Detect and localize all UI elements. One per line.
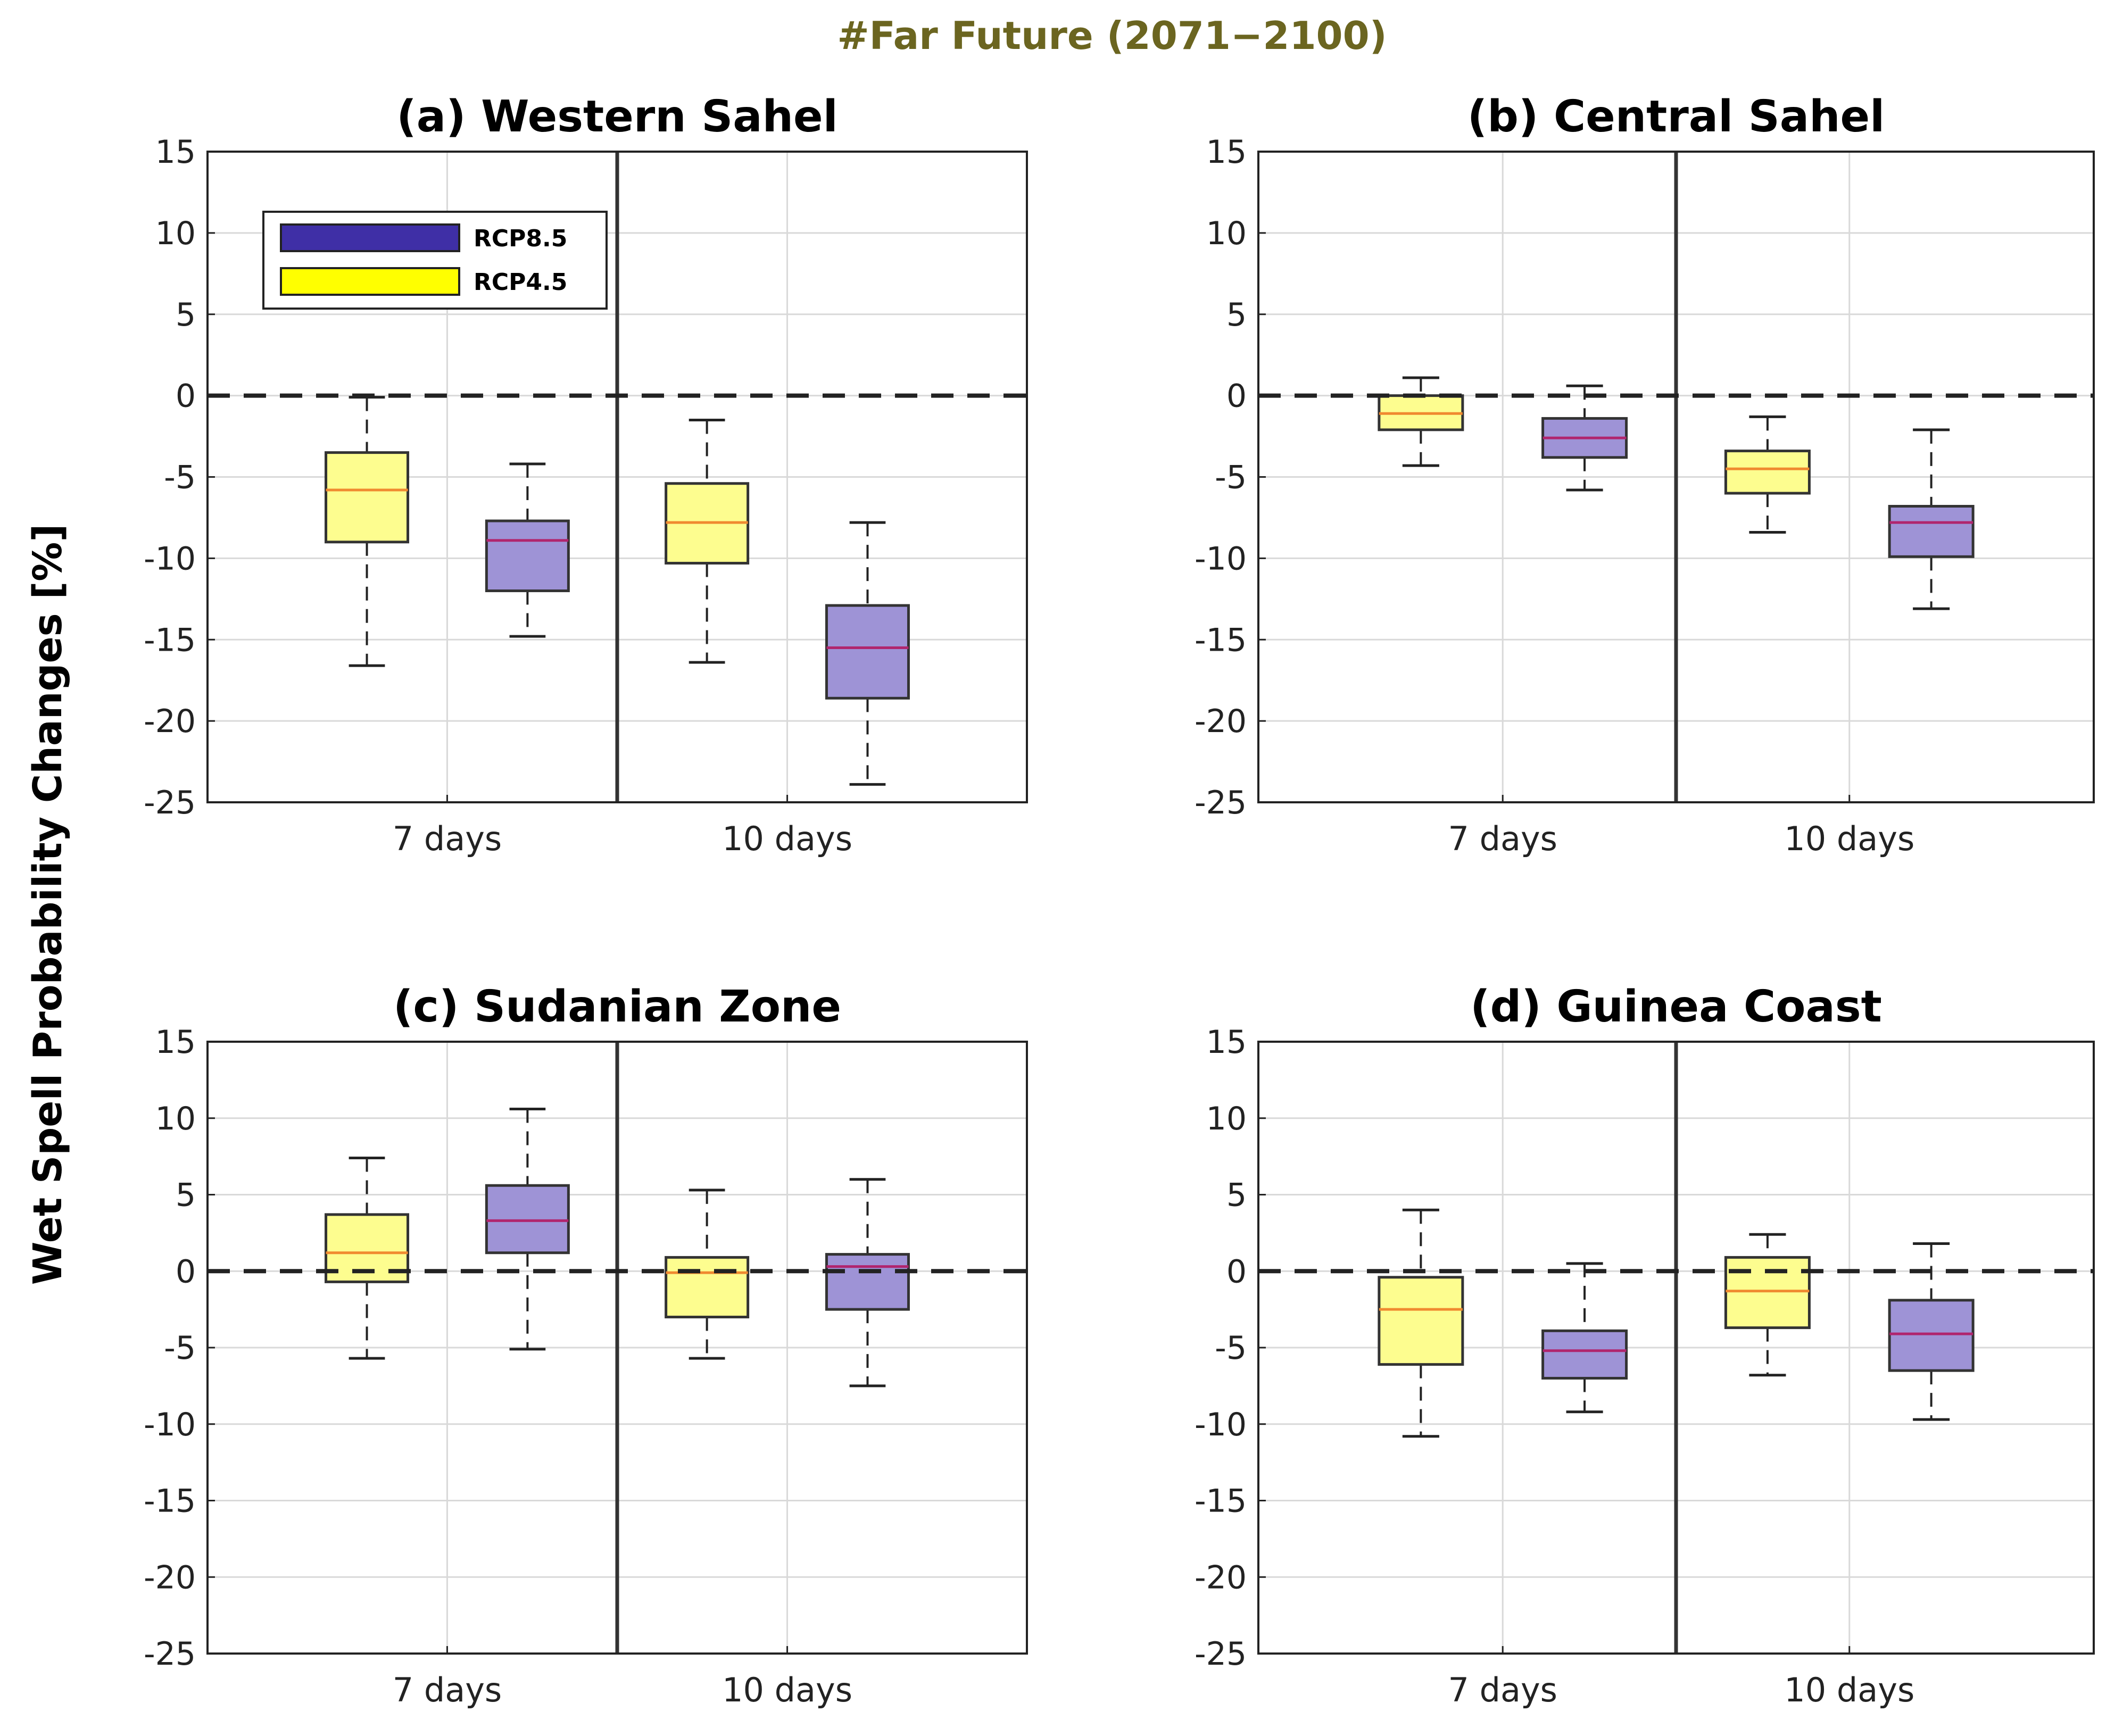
y-tick-label: -25 <box>1195 1635 1247 1673</box>
y-tick-label: -15 <box>144 1483 196 1520</box>
category-label: 7 days <box>1448 819 1557 858</box>
legend-swatch <box>280 267 460 296</box>
y-tick-label: 0 <box>176 378 196 415</box>
panel-1: 15 10 5 0 -5 -10 -15 -20 -25 7 days 10 days (a) Wes… <box>144 92 1028 858</box>
y-tick-label: 15 <box>155 134 196 171</box>
category-label: 10 days <box>722 819 852 858</box>
y-tick-label: 10 <box>155 215 196 252</box>
box-rcp85-1 <box>1541 1262 1628 1414</box>
category-label: 7 days <box>1448 1671 1557 1709</box>
y-tick-label: -20 <box>144 1559 196 1596</box>
panel-title: (b) Central Sahel <box>1467 92 1885 142</box>
category-label: 7 days <box>393 819 502 858</box>
iqr-box <box>1888 1299 1975 1372</box>
box-rcp85-2 <box>1888 428 1975 610</box>
y-tick-label: 10 <box>155 1100 196 1137</box>
y-tick-label: -10 <box>1195 1406 1247 1443</box>
legend: RCP8.5 RCP4.5 <box>262 211 608 310</box>
iqr-box <box>1888 505 1975 558</box>
axes-frame <box>206 1041 1028 1655</box>
legend-swatch <box>280 223 460 252</box>
iqr-box <box>825 604 910 700</box>
iqr-box <box>325 451 410 544</box>
y-tick-label: 15 <box>1206 1024 1247 1061</box>
category-label: 7 days <box>393 1671 502 1709</box>
figure-title: #Far Future (2071−2100) <box>837 13 1387 58</box>
box-rcp85-1 <box>485 1108 570 1351</box>
iqr-box <box>1724 1256 1811 1330</box>
panel-3: 15 10 5 0 -5 -10 -15 -20 -25 7 days 10 days (c) Sud… <box>144 982 1028 1709</box>
y-tick-label: 5 <box>176 296 196 334</box>
iqr-box <box>485 1184 570 1255</box>
axes-frame <box>1257 151 2095 803</box>
iqr-box <box>485 519 570 593</box>
y-tick-label: 5 <box>176 1177 196 1214</box>
y-tick-label: -15 <box>144 621 196 659</box>
box-rcp85-2 <box>1888 1242 1975 1421</box>
iqr-box <box>1541 1329 1628 1380</box>
box-rcp45-1 <box>1378 1208 1464 1438</box>
box-rcp45-1 <box>325 396 410 667</box>
box-rcp85-2 <box>825 1178 910 1388</box>
box-rcp85-1 <box>1541 384 1628 492</box>
y-tick-label: -10 <box>144 540 196 577</box>
y-tick-label: -5 <box>164 459 196 496</box>
y-tick-label: -25 <box>144 784 196 821</box>
panel-title: (a) Western Sahel <box>396 92 837 142</box>
y-tick-label: -15 <box>1195 1483 1247 1520</box>
category-label: 10 days <box>1784 1671 1914 1709</box>
iqr-box <box>825 1253 910 1311</box>
y-tick-label: 15 <box>1206 134 1247 171</box>
y-tick-label: -20 <box>144 703 196 740</box>
y-tick-label: -25 <box>1195 784 1247 821</box>
y-tick-label: 0 <box>1226 1253 1247 1290</box>
y-tick-label: -15 <box>1195 621 1247 659</box>
panel-2: 15 10 5 0 -5 -10 -15 -20 -25 7 days 10 days (b) Cen… <box>1195 92 2095 858</box>
axes-frame <box>1257 1041 2095 1655</box>
y-tick-label: -10 <box>1195 540 1247 577</box>
y-tick-label: -25 <box>144 1635 196 1673</box>
y-tick-label: -20 <box>1195 1559 1247 1596</box>
axes-frame <box>206 151 1028 803</box>
y-tick-label: -10 <box>144 1406 196 1443</box>
box-rcp85-2 <box>825 521 910 786</box>
box-rcp85-1 <box>485 462 570 638</box>
y-tick-label: -5 <box>164 1330 196 1367</box>
y-axis-label: Wet Spell Probability Changes [%] <box>25 524 71 1285</box>
iqr-box <box>1724 450 1811 495</box>
y-tick-label: 10 <box>1206 215 1247 252</box>
panel-title: (c) Sudanian Zone <box>393 982 841 1032</box>
iqr-box <box>1378 1276 1464 1366</box>
iqr-box <box>665 1256 750 1318</box>
y-tick-label: 0 <box>1226 378 1247 415</box>
y-tick-label: 5 <box>1226 1177 1247 1214</box>
box-rcp45-2 <box>1724 415 1811 534</box>
y-tick-label: -5 <box>1215 459 1247 496</box>
category-label: 10 days <box>722 1671 852 1709</box>
y-tick-label: 0 <box>176 1253 196 1290</box>
legend-label: RCP4.5 <box>474 269 567 296</box>
y-tick-label: 15 <box>155 1024 196 1061</box>
panels: 15 10 5 0 -5 -10 -15 -20 -25 7 days 10 days (a) Wes… <box>144 92 2095 1709</box>
legend-label: RCP8.5 <box>474 225 567 252</box>
y-tick-label: 5 <box>1226 296 1247 334</box>
box-rcp45-2 <box>665 418 750 664</box>
y-tick-label: -5 <box>1215 1330 1247 1367</box>
y-tick-label: -20 <box>1195 703 1247 740</box>
category-label: 10 days <box>1784 819 1914 858</box>
panel-title: (d) Guinea Coast <box>1470 982 1882 1032</box>
panel-4: 15 10 5 0 -5 -10 -15 -20 -25 7 days 10 days (d) Gui… <box>1195 982 2095 1709</box>
y-tick-label: 10 <box>1206 1100 1247 1137</box>
